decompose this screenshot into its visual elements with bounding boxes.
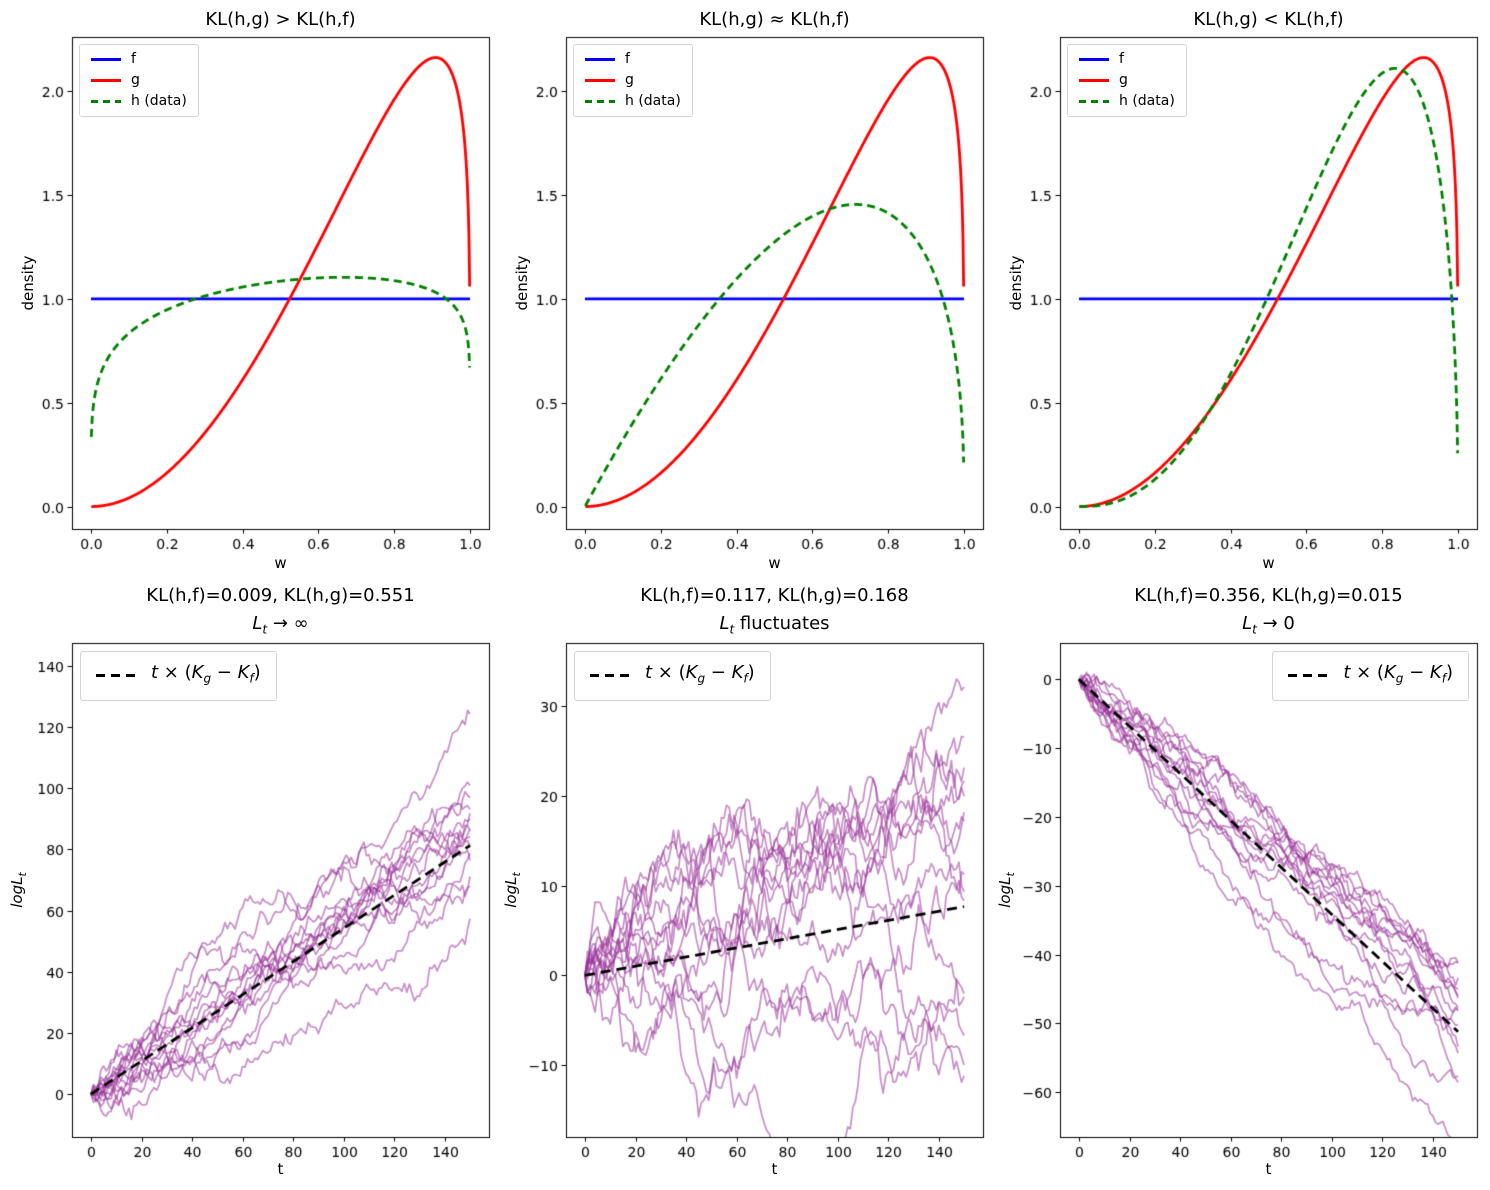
panel5-xlabel: t (771, 1160, 778, 1178)
panel4-subtitle: Lt → ∞ (252, 613, 309, 637)
panel1-ylabel: density (19, 255, 37, 311)
trend-legend-label: t × (Kg − Kf) (645, 662, 755, 686)
solid-line-sample-icon (1079, 79, 1109, 82)
dashed-line-sample-icon (91, 100, 121, 103)
solid-line-sample-icon (585, 58, 615, 61)
panel6-ylabel: logLt (996, 872, 1017, 908)
solid-line-sample-icon (1079, 58, 1109, 61)
legend-label: h (data) (625, 93, 681, 109)
panel5-legend: t × (Kg − Kf) (574, 651, 771, 701)
panel5-ylabel: logLt (502, 872, 523, 908)
panel5-subtitle: Lt fluctuates (719, 613, 830, 637)
legend-entry-f: f (1079, 52, 1175, 67)
panel4-legend: t × (Kg − Kf) (80, 651, 277, 701)
panel1-xlabel: w (274, 554, 287, 572)
panel4-ylabel: logLt (8, 872, 29, 908)
panel3-ylabel: density (1007, 255, 1025, 311)
legend-entry-f: f (91, 52, 187, 67)
legend-entry-hdata: h (data) (91, 94, 187, 109)
panel2-title: KL(h,g) ≈ KL(h,f) (699, 9, 850, 30)
dashed-line-sample-icon (1079, 100, 1109, 103)
panel3-title: KL(h,g) < KL(h,f) (1193, 9, 1344, 30)
legend-label: g (131, 72, 140, 88)
panel5-title: KL(h,f)=0.117, KL(h,g)=0.168 (640, 585, 909, 606)
legend-label: f (625, 51, 630, 67)
legend-entry-g: g (1079, 73, 1175, 88)
panel2-xlabel: w (768, 554, 781, 572)
legend-label: g (625, 72, 634, 88)
legend-entry-hdata: h (data) (1079, 94, 1175, 109)
dashed-line-sample-icon (1288, 674, 1331, 678)
legend-entry-g: g (585, 73, 681, 88)
solid-line-sample-icon (585, 79, 615, 82)
dashed-line-sample-icon (585, 100, 615, 103)
legend-label: h (data) (131, 93, 187, 109)
solid-line-sample-icon (91, 58, 121, 61)
panel3-xlabel: w (1262, 554, 1275, 572)
solid-line-sample-icon (91, 79, 121, 82)
legend-entry-g: g (91, 73, 187, 88)
panel6-title: KL(h,f)=0.356, KL(h,g)=0.015 (1134, 585, 1403, 606)
legend-entry-f: f (585, 52, 681, 67)
legend-label: f (1119, 51, 1124, 67)
panel1-title: KL(h,g) > KL(h,f) (205, 9, 356, 30)
dashed-line-sample-icon (96, 674, 138, 678)
trend-legend-label: t × (Kg − Kf) (1343, 662, 1453, 686)
panel4-xlabel: t (277, 1160, 284, 1178)
dashed-line-sample-icon (590, 674, 632, 678)
legend-label: h (data) (1119, 93, 1175, 109)
panel4-title: KL(h,f)=0.009, KL(h,g)=0.551 (146, 585, 415, 606)
legend-label: f (131, 51, 136, 67)
panel2-ylabel: density (513, 255, 531, 311)
pan6-xlabel: t (1265, 1160, 1272, 1178)
legend-entry-hdata: h (data) (585, 94, 681, 109)
panel6-subtitle: Lt → 0 (1242, 613, 1295, 637)
trend-legend-label: t × (Kg − Kf) (151, 662, 261, 686)
legend-label: g (1119, 72, 1128, 88)
panel6-legend: t × (Kg − Kf) (1272, 651, 1469, 701)
